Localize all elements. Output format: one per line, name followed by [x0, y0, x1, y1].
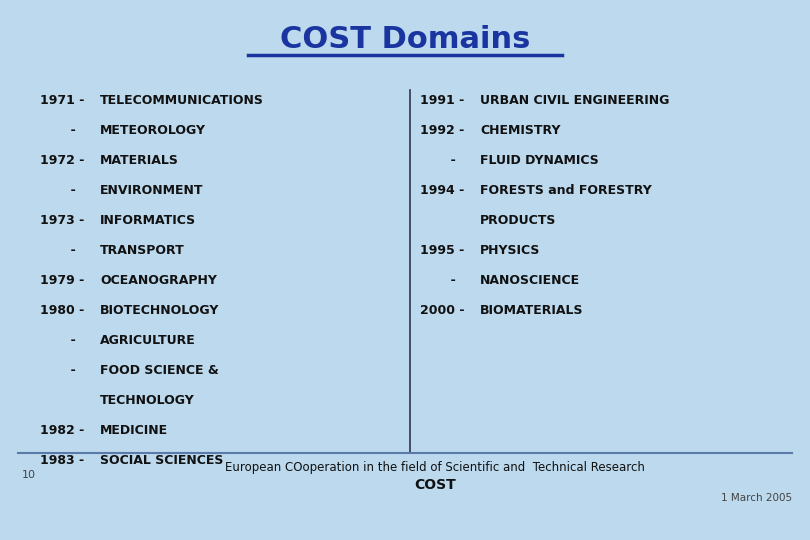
Text: 1983 -: 1983 -	[40, 454, 88, 467]
Text: MATERIALS: MATERIALS	[100, 153, 179, 166]
Text: 1991 -: 1991 -	[420, 93, 469, 106]
Text: -: -	[420, 153, 460, 166]
Text: -: -	[40, 363, 80, 376]
Text: TELECOMMUNICATIONS: TELECOMMUNICATIONS	[100, 93, 264, 106]
Text: TRANSPORT: TRANSPORT	[100, 244, 185, 256]
Text: NANOSCIENCE: NANOSCIENCE	[480, 273, 580, 287]
Text: -: -	[40, 334, 80, 347]
Text: FOOD SCIENCE &: FOOD SCIENCE &	[100, 363, 219, 376]
Text: European COoperation in the field of Scientific and  Technical Research: European COoperation in the field of Sci…	[225, 461, 645, 474]
Text: FLUID DYNAMICS: FLUID DYNAMICS	[480, 153, 599, 166]
Text: -: -	[40, 184, 80, 197]
Text: TECHNOLOGY: TECHNOLOGY	[100, 394, 194, 407]
Text: METEOROLOGY: METEOROLOGY	[100, 124, 206, 137]
Text: PRODUCTS: PRODUCTS	[480, 213, 556, 226]
Text: 10: 10	[22, 470, 36, 480]
Text: INFORMATICS: INFORMATICS	[100, 213, 196, 226]
Text: COST Domains: COST Domains	[279, 25, 531, 55]
Text: OCEANOGRAPHY: OCEANOGRAPHY	[100, 273, 217, 287]
Text: CHEMISTRY: CHEMISTRY	[480, 124, 561, 137]
Text: -: -	[40, 124, 80, 137]
Text: -: -	[420, 273, 460, 287]
Text: 1971 -: 1971 -	[40, 93, 89, 106]
Text: 1992 -: 1992 -	[420, 124, 469, 137]
Text: BIOMATERIALS: BIOMATERIALS	[480, 303, 583, 316]
Text: BIOTECHNOLOGY: BIOTECHNOLOGY	[100, 303, 220, 316]
Text: 1 March 2005: 1 March 2005	[721, 493, 792, 503]
Text: 1982 -: 1982 -	[40, 423, 88, 436]
Text: AGRICULTURE: AGRICULTURE	[100, 334, 196, 347]
Text: FORESTS and FORESTRY: FORESTS and FORESTRY	[480, 184, 652, 197]
Text: SOCIAL SCIENCES: SOCIAL SCIENCES	[100, 454, 224, 467]
Text: 1979 -: 1979 -	[40, 273, 88, 287]
Text: 1972 -: 1972 -	[40, 153, 89, 166]
Text: PHYSICS: PHYSICS	[480, 244, 540, 256]
Text: 1995 -: 1995 -	[420, 244, 469, 256]
Text: 1980 -: 1980 -	[40, 303, 88, 316]
Text: COST: COST	[414, 478, 456, 492]
Text: -: -	[40, 244, 80, 256]
Text: 1973 -: 1973 -	[40, 213, 88, 226]
Text: 1994 -: 1994 -	[420, 184, 469, 197]
Text: URBAN CIVIL ENGINEERING: URBAN CIVIL ENGINEERING	[480, 93, 669, 106]
Text: 2000 -: 2000 -	[420, 303, 469, 316]
Text: MEDICINE: MEDICINE	[100, 423, 168, 436]
Text: ENVIRONMENT: ENVIRONMENT	[100, 184, 203, 197]
